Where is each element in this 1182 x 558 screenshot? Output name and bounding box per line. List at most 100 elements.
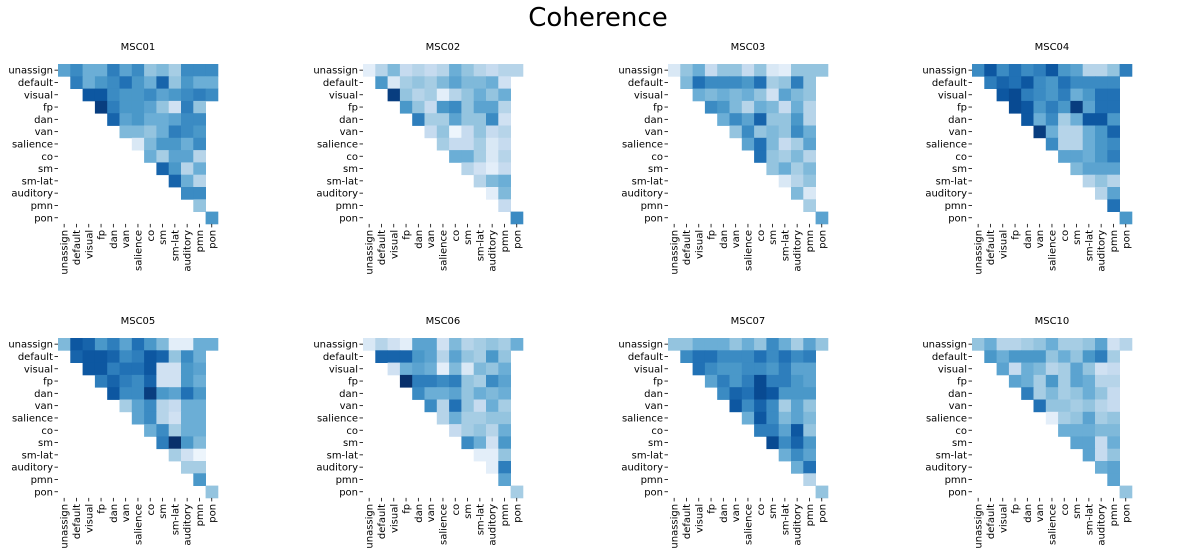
heatmap-cell [156,64,170,77]
heatmap-cell [193,76,206,89]
heatmap-cell [498,436,511,450]
x-tick-label: unassign [670,504,681,549]
heatmap-cell [766,338,780,351]
heatmap-cell [449,374,462,388]
heatmap-cell [803,387,816,400]
heatmap-cell [754,387,767,400]
heatmap-cell [473,362,487,376]
heatmap-cell [791,350,804,363]
y-tick-label: salience [622,139,663,150]
heatmap-cell [729,362,743,376]
heatmap-cell [168,387,182,400]
heatmap-cell [461,150,475,163]
y-tick-label: pon [644,487,663,498]
heatmap-cell [387,338,401,351]
heatmap-cell [144,88,157,102]
y-tick-label: unassign [618,340,663,351]
heatmap-cell [156,411,170,425]
heatmap-cell [424,387,438,400]
heatmap-cell [486,150,499,163]
heatmap-cell [1033,399,1047,413]
heatmap-cell [1070,162,1084,176]
heatmap-cell [473,137,487,151]
heatmap-cell [1021,100,1034,114]
heatmap-cell [156,436,170,450]
x-tick-label: pmn [805,504,816,526]
heatmap-cell [704,76,718,89]
heatmap-cell [1070,424,1084,437]
heatmap-cell [1082,448,1096,462]
heatmap-cell [473,424,487,437]
x-tick-label: auditory [793,230,804,272]
heatmap-cell [449,88,462,102]
heatmap-cell [803,100,816,114]
x-tick-label: van [1035,230,1046,248]
heatmap-cell [741,137,755,151]
y-tick-label: sm [648,438,663,449]
heatmap-cell [729,125,743,139]
x-tick-label: visual [998,230,1009,259]
heatmap-cell [791,374,804,388]
heatmap-cell [1070,374,1084,388]
heatmap-cell [131,88,145,102]
heatmap-cell [144,150,157,163]
heatmap-cell [58,64,71,77]
heatmap-panel: MSC07unassigndefaultvisualfpdanvansalien… [618,316,829,549]
y-tick-label: dan [948,389,967,400]
heatmap-cell [778,387,792,400]
y-tick-label: auditory [621,463,663,474]
y-tick-label: fp [653,103,663,114]
heatmap-cell [778,113,792,126]
heatmap-cell [399,338,413,351]
y-tick-label: auditory [925,463,967,474]
y-tick-label: pon [948,213,967,224]
heatmap-cell [1082,374,1096,388]
heatmap-cell [498,100,511,114]
heatmap-cell [498,125,511,139]
heatmap-cell [193,473,206,486]
heatmap-cell [498,448,511,462]
heatmap-cell [193,350,206,363]
heatmap-cell [1058,113,1071,126]
heatmap-cell [449,137,462,151]
y-tick-label: visual [634,364,663,375]
heatmap-cell [436,113,450,126]
heatmap-cell [436,362,450,376]
heatmap-cell [82,64,96,77]
heatmap-cell [741,362,755,376]
heatmap-cell [778,350,792,363]
heatmap-cell [754,125,767,139]
heatmap-cell [473,174,487,188]
heatmap-cell [1095,150,1108,163]
heatmap-cell [1070,338,1084,351]
heatmap-cell [486,350,499,363]
heatmap-cell [119,387,133,400]
heatmap-cell [193,137,206,151]
heatmap-cell [473,350,487,363]
heatmap-cell [1095,411,1108,425]
heatmap-cell [1058,411,1071,425]
x-tick-label: fp [402,504,413,514]
panel-title: MSC10 [1035,316,1070,327]
heatmap-cell [486,187,499,200]
heatmap-cell [1021,362,1034,376]
heatmap-cell [168,150,182,163]
heatmap-cell [168,137,182,151]
y-tick-label: default [932,352,967,363]
x-tick-label: pon [512,504,523,523]
heatmap-cell [1107,424,1120,437]
heatmap-cell [131,137,145,151]
y-tick-label: fp [348,377,358,388]
heatmap-cell [461,338,475,351]
y-tick-label: auditory [11,189,53,200]
heatmap-cell [1070,436,1084,450]
heatmap-cell [803,473,816,486]
heatmap-cell [156,137,170,151]
heatmap-cell [436,374,450,388]
heatmap-cell [498,76,511,89]
heatmap-cell [1095,350,1108,363]
heatmap-cell [193,100,206,114]
heatmap-cell [1058,137,1071,151]
heatmap-cell [363,64,376,77]
panel-title: MSC03 [731,42,766,53]
